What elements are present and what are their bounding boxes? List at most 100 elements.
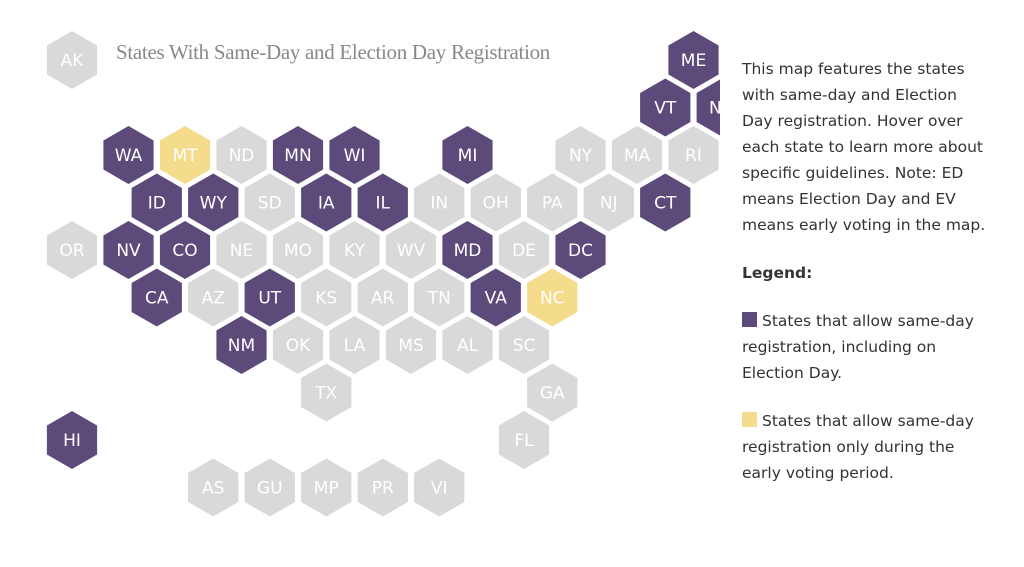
state-hex[interactable] — [470, 173, 521, 232]
state-hex[interactable] — [527, 363, 578, 422]
state-tile-co[interactable]: CO — [159, 221, 211, 279]
state-tile-ma[interactable]: MA — [611, 126, 663, 184]
state-hex[interactable] — [385, 316, 437, 374]
state-hex[interactable] — [272, 221, 324, 279]
state-tile-vt[interactable]: VT — [640, 78, 691, 137]
state-hex[interactable] — [159, 126, 211, 184]
state-tile-ga[interactable]: GA — [527, 363, 578, 422]
state-hex[interactable] — [357, 268, 408, 327]
state-tile-sc[interactable]: SC — [498, 316, 550, 374]
state-hex[interactable] — [301, 458, 352, 517]
state-tile-wa[interactable]: WA — [103, 126, 154, 184]
state-hex[interactable] — [414, 458, 465, 517]
state-hex[interactable] — [244, 173, 295, 232]
state-tile-mo[interactable]: MO — [272, 221, 324, 279]
state-hex[interactable] — [668, 31, 719, 89]
state-hex[interactable] — [244, 458, 295, 517]
state-hex[interactable] — [188, 268, 239, 327]
state-tile-ut[interactable]: UT — [244, 268, 295, 327]
state-hex[interactable] — [555, 221, 606, 279]
state-hex[interactable] — [357, 173, 408, 232]
state-hex[interactable] — [470, 268, 521, 327]
state-tile-fl[interactable]: FL — [498, 411, 550, 469]
state-tile-ca[interactable]: CA — [131, 268, 182, 327]
state-hex[interactable] — [527, 268, 578, 327]
state-tile-in[interactable]: IN — [414, 173, 465, 232]
state-hex[interactable] — [329, 316, 380, 374]
state-tile-la[interactable]: LA — [329, 316, 380, 374]
state-hex[interactable] — [46, 411, 98, 469]
state-hex[interactable] — [329, 126, 380, 184]
state-tile-il[interactable]: IL — [357, 173, 408, 232]
state-hex[interactable] — [188, 458, 239, 517]
state-tile-nd[interactable]: ND — [216, 126, 267, 184]
state-hex[interactable] — [301, 268, 352, 327]
state-hex[interactable] — [442, 316, 493, 374]
state-hex[interactable] — [583, 173, 634, 232]
state-tile-ne[interactable]: NE — [216, 221, 267, 279]
state-hex[interactable] — [216, 126, 267, 184]
state-tile-or[interactable]: OR — [46, 221, 98, 279]
state-hex[interactable] — [555, 126, 606, 184]
state-hex[interactable] — [46, 221, 98, 279]
state-hex[interactable] — [103, 126, 154, 184]
state-tile-ok[interactable]: OK — [272, 316, 324, 374]
state-hex[interactable] — [414, 173, 465, 232]
state-tile-wi[interactable]: WI — [329, 126, 380, 184]
state-tile-gu[interactable]: GU — [244, 458, 295, 517]
state-hex[interactable] — [131, 268, 182, 327]
state-tile-sd[interactable]: SD — [244, 173, 295, 232]
state-tile-va[interactable]: VA — [470, 268, 521, 327]
state-tile-de[interactable]: DE — [498, 221, 550, 279]
state-hex[interactable] — [498, 411, 550, 469]
state-tile-nc[interactable]: NC — [527, 268, 578, 327]
state-hex[interactable] — [668, 126, 719, 184]
state-tile-mt[interactable]: MT — [159, 126, 211, 184]
state-hex[interactable] — [640, 78, 691, 137]
state-hex[interactable] — [414, 268, 465, 327]
state-tile-oh[interactable]: OH — [470, 173, 521, 232]
state-hex[interactable] — [357, 458, 408, 517]
state-tile-al[interactable]: AL — [442, 316, 493, 374]
state-hex[interactable] — [244, 268, 295, 327]
state-tile-ms[interactable]: MS — [385, 316, 437, 374]
state-tile-nv[interactable]: NV — [103, 221, 154, 279]
state-tile-me[interactable]: ME — [668, 31, 719, 89]
state-tile-nm[interactable]: NM — [216, 316, 267, 374]
state-tile-wv[interactable]: WV — [385, 221, 437, 279]
state-tile-ny[interactable]: NY — [555, 126, 606, 184]
state-hex[interactable] — [640, 173, 691, 232]
state-hex[interactable] — [272, 126, 324, 184]
state-hex[interactable] — [103, 221, 154, 279]
state-tile-hi[interactable]: HI — [46, 411, 98, 469]
state-tile-nj[interactable]: NJ — [583, 173, 634, 232]
state-tile-az[interactable]: AZ — [188, 268, 239, 327]
state-hex[interactable] — [301, 173, 352, 232]
state-hex[interactable] — [329, 221, 380, 279]
state-hex[interactable] — [385, 221, 437, 279]
state-hex[interactable] — [159, 221, 211, 279]
state-tile-as[interactable]: AS — [188, 458, 239, 517]
state-tile-vi[interactable]: VI — [414, 458, 465, 517]
state-hex[interactable] — [498, 221, 550, 279]
state-hex[interactable] — [442, 126, 493, 184]
state-hex[interactable] — [216, 221, 267, 279]
state-tile-ri[interactable]: RI — [668, 126, 719, 184]
state-tile-pa[interactable]: PA — [527, 173, 578, 232]
state-tile-nh[interactable]: NH — [696, 79, 720, 137]
state-hex[interactable] — [216, 316, 267, 374]
state-tile-ar[interactable]: AR — [357, 268, 408, 327]
state-tile-pr[interactable]: PR — [357, 458, 408, 517]
state-tile-mi[interactable]: MI — [442, 126, 493, 184]
state-hex[interactable] — [46, 31, 98, 89]
state-tile-mp[interactable]: MP — [301, 458, 352, 517]
state-hex[interactable] — [188, 173, 239, 232]
state-tile-dc[interactable]: DC — [555, 221, 606, 279]
state-tile-id[interactable]: ID — [131, 173, 182, 232]
state-tile-mn[interactable]: MN — [272, 126, 324, 184]
state-hex[interactable] — [527, 173, 578, 232]
state-hex[interactable] — [272, 316, 324, 374]
state-tile-ky[interactable]: KY — [329, 221, 380, 279]
state-tile-tn[interactable]: TN — [414, 268, 465, 327]
state-hex[interactable] — [498, 316, 550, 374]
